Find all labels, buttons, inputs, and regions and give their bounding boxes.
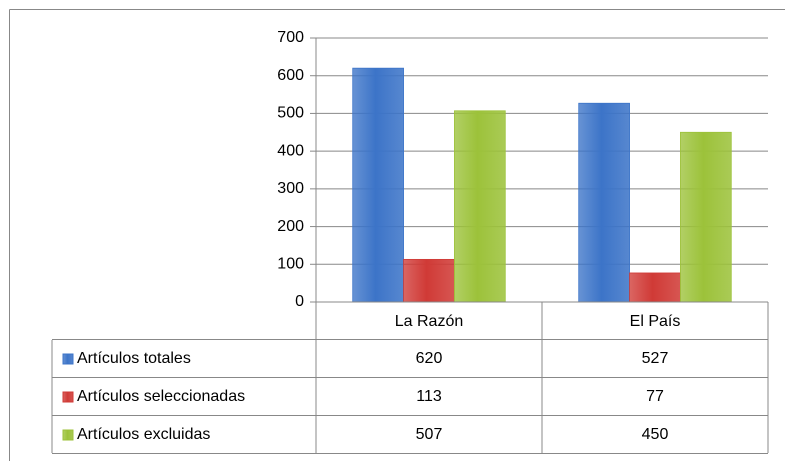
legend-key bbox=[62, 353, 74, 365]
x-tick-label: El País bbox=[630, 313, 681, 330]
y-tick-label: 400 bbox=[277, 142, 304, 159]
legend-label: Artículos seleccionadas bbox=[77, 388, 245, 405]
table-value: 527 bbox=[642, 350, 669, 367]
y-tick-label: 200 bbox=[277, 218, 304, 235]
bar bbox=[454, 110, 506, 303]
y-tick-label: 0 bbox=[295, 293, 304, 310]
bar bbox=[629, 272, 681, 303]
bar bbox=[403, 258, 455, 303]
table-value: 450 bbox=[642, 426, 669, 443]
y-tick-label: 600 bbox=[277, 67, 304, 84]
x-tick-label: La Razón bbox=[395, 313, 464, 330]
y-tick-label: 300 bbox=[277, 180, 304, 197]
y-tick-label: 700 bbox=[277, 29, 304, 46]
y-tick-label: 500 bbox=[277, 105, 304, 122]
table-value: 620 bbox=[416, 350, 443, 367]
y-tick-label: 100 bbox=[277, 256, 304, 273]
table-value: 77 bbox=[646, 388, 664, 405]
table-value: 507 bbox=[416, 426, 443, 443]
bar bbox=[352, 67, 404, 303]
legend-label: Artículos excluidas bbox=[77, 426, 210, 443]
table-value: 113 bbox=[416, 388, 442, 405]
bar bbox=[578, 102, 630, 303]
bar bbox=[680, 131, 732, 303]
legend-label: Artículos totales bbox=[77, 350, 191, 367]
legend-key bbox=[62, 429, 74, 441]
legend-key bbox=[62, 391, 74, 403]
